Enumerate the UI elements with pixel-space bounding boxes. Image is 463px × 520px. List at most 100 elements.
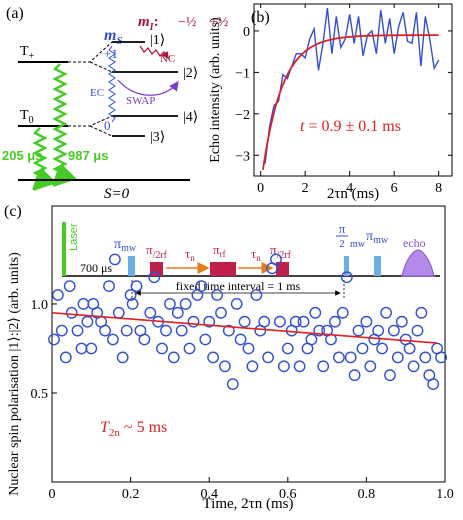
panel-c-xtick-label: 0.2 (122, 487, 140, 502)
panel-c-data-point (99, 324, 112, 337)
panel-c-data-point (258, 315, 271, 328)
panel-c-data-point (59, 351, 72, 364)
mi-minus-half: −½ (178, 15, 196, 30)
panel-c-data-point (391, 351, 404, 364)
panel-c-data-point (179, 297, 192, 310)
panel-b-xlabel: 2τn (ms) (327, 186, 379, 202)
panel-b-xtick-label: 4 (346, 181, 353, 196)
panel-c-series (48, 253, 447, 390)
panel-c-data-point (195, 280, 208, 292)
panel-c-data-point (55, 324, 68, 337)
singlet-label: S=0 (104, 186, 130, 202)
panel-c-data-point (112, 306, 125, 319)
swap-arrow (117, 79, 179, 96)
panel-c-data-point (384, 369, 396, 382)
panel-b-ylabel: Echo intensity (arb. units) (208, 17, 223, 163)
tau-label-2: τn (251, 246, 261, 263)
panel-c-data-point (246, 360, 259, 373)
panel-c-data-point (171, 306, 184, 319)
panel-c-data-point (230, 297, 243, 310)
tau-label-1: τn (185, 246, 195, 263)
panel-c-data-point (48, 333, 60, 346)
pi2-mw-sub: mw (350, 239, 366, 250)
panel-b-fit-curve (262, 34, 439, 170)
swap-label: SWAP (126, 95, 155, 107)
panel-c-data-point (435, 351, 447, 364)
panel-a-energy-diagram: (a) mS mI: −½ +½ T+ +1 T0 0 |1⟩ |2⟩ |4⟩ … (2, 5, 228, 202)
panel-c-data-point (75, 342, 88, 355)
panel-c-annotation: T2n ~ 5 ms (100, 419, 167, 439)
mi-label: mI: (138, 14, 159, 33)
panel-c-data-point (144, 306, 157, 319)
panel-c-data-point (207, 351, 220, 364)
pi-mw-label-1: πmw (114, 237, 137, 254)
panel-c-polarisation-chart: (c) Laser 700 μs πmw π/2rf τn πrf τn π/2… (4, 203, 454, 512)
panel-c-data-point (187, 315, 200, 328)
panel-c-data-point (427, 378, 440, 390)
ms-plus-one: +1 (104, 46, 118, 61)
ms-zero: 0 (104, 118, 111, 133)
laser-duration: 700 μs (80, 261, 112, 275)
panel-c-data-point (107, 333, 119, 346)
panel-b-annotation: t = 0.9 ± 0.1 ms (300, 118, 401, 135)
pi2-rf-pulse-1 (150, 262, 163, 276)
panel-c-data-point (352, 324, 365, 337)
panel-c-data-point (234, 333, 247, 346)
panel-c-data-point (332, 351, 345, 364)
panel-b-label: (b) (251, 9, 270, 26)
panel-c-data-point (281, 342, 294, 355)
pi-rf-label: πrf (213, 242, 226, 259)
panel-b-xtick-label: 2 (302, 181, 309, 196)
panel-c-data-point (120, 324, 133, 337)
panel-c-data-point (348, 369, 361, 382)
panel-c-data-point (317, 360, 330, 373)
panel-c-data-point (63, 280, 76, 292)
panel-b-ticks (254, 4, 452, 176)
panel-c-data-point (262, 351, 274, 364)
panel-c-data-point (138, 333, 151, 346)
mi-plus-half: +½ (210, 15, 228, 30)
panel-c-data-point (203, 315, 216, 328)
echo-label: echo (403, 236, 426, 250)
panel-c-data-point (419, 351, 432, 364)
panel-c-data-point (222, 324, 235, 337)
panel-c-ylabel: Nuclear spin polarisation |1⟩:|2⟩ (arb. … (7, 252, 22, 496)
pi-mw-pulse-1 (128, 256, 135, 276)
panel-b-xtick-label: 8 (435, 181, 442, 196)
panel-c-data-point (199, 333, 212, 346)
panel-c-data-point (305, 333, 318, 346)
panel-b-data-line (264, 8, 440, 164)
panel-c-xtick-label: 1.0 (436, 487, 454, 502)
fixed-interval-label: fixed time interval = 1 ms (176, 279, 301, 293)
t-zero-label: T0 (20, 108, 34, 126)
panel-b-ytick-label: −1 (235, 66, 250, 81)
panel-c-xtick-label: 0 (49, 487, 56, 502)
panel-a-label: (a) (6, 5, 24, 22)
panel-c-data-point (148, 271, 161, 284)
panel-c-xtick-label: 0.8 (358, 487, 376, 502)
panel-b-ytick-label: −2 (235, 108, 250, 123)
t-plus-label: T+ (20, 44, 35, 62)
panel-c-data-point (376, 342, 388, 355)
laser-pulse (62, 222, 66, 276)
state-2-label: |2⟩ (183, 66, 198, 81)
panel-c-data-point (163, 297, 176, 310)
pi2-mw-pulse (344, 256, 349, 276)
panel-b-xtick-label: 0 (257, 181, 264, 196)
panel-c-data-point (329, 315, 341, 328)
panel-c-data-point (277, 360, 290, 373)
panel-c-data-point (336, 306, 349, 319)
panel-c-data-point (372, 324, 385, 337)
panel-c-data-point (71, 324, 84, 337)
lifetime-205: 205 μs (2, 148, 43, 163)
pi2-mw-denominator: 2 (339, 238, 345, 250)
panel-c-data-point (160, 324, 172, 337)
panel-c-data-point (289, 315, 302, 328)
panel-c-data-point (156, 342, 168, 355)
panel-b-xtick-label: 6 (391, 181, 398, 196)
panel-c-data-point (218, 360, 231, 373)
panel-c-data-point (364, 360, 377, 373)
panel-c-data-point (293, 360, 306, 373)
state-3-label: |3⟩ (150, 130, 165, 145)
